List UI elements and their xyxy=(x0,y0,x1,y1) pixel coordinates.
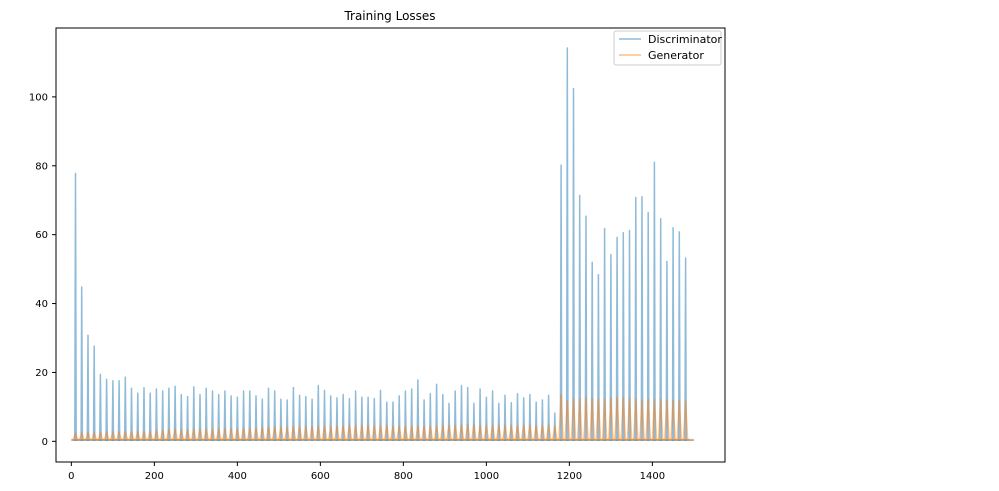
legend-label-discriminator: Discriminator xyxy=(648,33,722,46)
x-tick-label: 1400 xyxy=(640,471,665,482)
y-tick-label: 40 xyxy=(35,299,48,310)
discriminator-spike xyxy=(74,172,77,442)
x-tick-label: 1000 xyxy=(474,471,499,482)
y-tick-label: 80 xyxy=(35,161,48,172)
y-tick-label: 100 xyxy=(29,92,48,103)
x-tick-label: 400 xyxy=(228,471,247,482)
discriminator-spike xyxy=(123,376,127,442)
discriminator-spike xyxy=(92,345,96,442)
x-tick-label: 800 xyxy=(394,471,413,482)
plot-area xyxy=(71,47,694,442)
x-tick-label: 600 xyxy=(311,471,330,482)
x-tick-label: 1200 xyxy=(557,471,582,482)
y-tick-label: 0 xyxy=(42,437,48,448)
discriminator-series xyxy=(71,47,694,442)
axes-frame xyxy=(55,27,726,463)
discriminator-spike xyxy=(572,87,575,442)
y-axis: 0 20 40 60 80 100 xyxy=(29,92,56,448)
legend: Discriminator Generator xyxy=(613,30,722,66)
generator-series xyxy=(71,393,694,441)
discriminator-spike xyxy=(565,47,569,442)
y-tick-label: 60 xyxy=(35,230,48,241)
discriminator-spike xyxy=(98,373,102,442)
discriminator-spike xyxy=(653,161,656,442)
discriminator-spike xyxy=(80,286,84,442)
discriminator-spike xyxy=(86,334,90,442)
discriminator-spike xyxy=(117,379,121,442)
chart-title: Training Losses xyxy=(343,9,435,23)
x-axis: 0 200 400 600 800 1000 1200 1400 xyxy=(68,462,665,482)
y-tick-label: 20 xyxy=(35,368,48,379)
x-tick-label: 200 xyxy=(145,471,164,482)
x-tick-label: 0 xyxy=(68,471,74,482)
legend-label-generator: Generator xyxy=(648,49,704,62)
